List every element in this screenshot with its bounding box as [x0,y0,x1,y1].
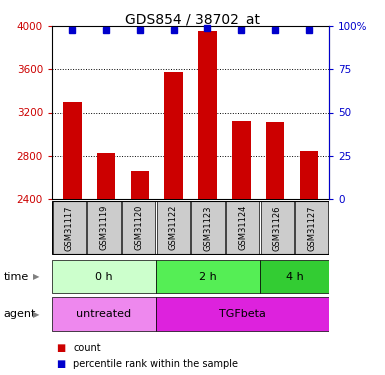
Text: time: time [4,272,29,282]
Text: ■: ■ [56,343,65,353]
Bar [97,153,116,199]
Text: GSM31127: GSM31127 [307,205,316,251]
Bar [131,171,149,199]
Bar [232,121,251,199]
Bar [191,201,224,255]
Bar [87,201,121,255]
Bar [122,201,155,255]
Text: agent: agent [4,309,36,319]
Bar [156,260,259,293]
Text: untreated: untreated [76,309,132,319]
Text: 2 h: 2 h [199,272,217,282]
Bar [53,201,86,255]
Bar [52,297,156,331]
Bar [198,31,217,199]
Bar [63,102,82,199]
Bar [164,72,183,199]
Bar [295,201,328,255]
Text: GSM31120: GSM31120 [134,205,143,251]
Text: GSM31122: GSM31122 [169,205,178,251]
Bar [260,260,329,293]
Text: GSM31119: GSM31119 [99,205,109,251]
Text: ▶: ▶ [33,310,40,319]
Bar [266,122,285,199]
Text: 4 h: 4 h [286,272,303,282]
Bar [52,260,156,293]
Text: ▶: ▶ [33,272,40,281]
Text: GSM31124: GSM31124 [238,205,247,251]
Text: count: count [73,343,101,353]
Bar [157,201,190,255]
Text: TGFbeta: TGFbeta [219,309,266,319]
Bar [261,201,294,255]
Bar [156,297,329,331]
Text: ■: ■ [56,359,65,369]
Text: 0 h: 0 h [95,272,113,282]
Text: GSM31117: GSM31117 [65,205,74,251]
Text: percentile rank within the sample: percentile rank within the sample [73,359,238,369]
Text: GSM31126: GSM31126 [273,205,282,251]
Bar [300,151,318,199]
Bar [226,201,259,255]
Text: GDS854 / 38702_at: GDS854 / 38702_at [125,13,260,27]
Text: GSM31123: GSM31123 [203,205,213,251]
